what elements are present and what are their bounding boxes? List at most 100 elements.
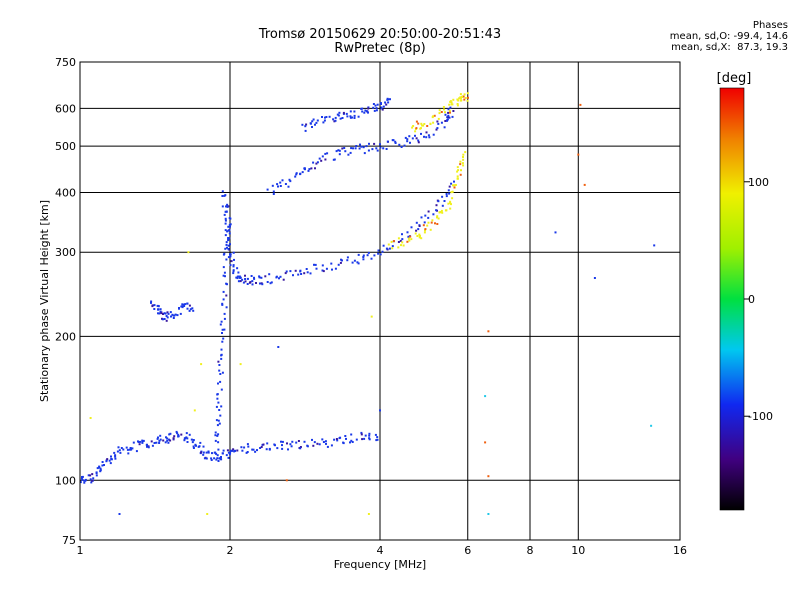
- trace-point: [326, 152, 329, 155]
- trace-point: [363, 152, 366, 155]
- trace-point: [342, 111, 345, 114]
- trace-point: [387, 101, 390, 104]
- trace-point: [311, 438, 313, 441]
- scatter-point: [200, 363, 203, 366]
- trace-point: [387, 243, 390, 246]
- trace-point: [307, 169, 310, 172]
- trace-point: [237, 280, 240, 283]
- trace-point: [252, 448, 255, 451]
- trace-point: [414, 232, 417, 235]
- trace-point: [336, 113, 339, 116]
- trace-point: [429, 228, 432, 231]
- trace-point: [266, 281, 269, 283]
- trace-point: [313, 263, 315, 266]
- trace-point: [463, 93, 466, 96]
- trace-point: [276, 183, 279, 186]
- trace-point: [236, 275, 239, 278]
- trace-point: [220, 388, 223, 391]
- trace-point: [106, 458, 109, 461]
- trace-point: [173, 435, 176, 438]
- trace-point: [346, 115, 349, 118]
- trace-point: [334, 267, 337, 270]
- trace-point: [380, 103, 382, 105]
- trace-point: [219, 373, 222, 375]
- trace-point: [265, 448, 268, 451]
- trace-point: [272, 193, 275, 195]
- trace-point: [451, 191, 454, 193]
- trace-point: [364, 434, 367, 437]
- trace-point: [225, 294, 228, 297]
- trace-point: [306, 271, 309, 274]
- plot-frame: [79, 61, 681, 541]
- trace-point: [374, 104, 377, 107]
- trace-point: [360, 431, 363, 434]
- trace-point: [169, 311, 172, 314]
- trace-point: [110, 455, 112, 458]
- scatter-point: [118, 513, 121, 515]
- trace-point: [224, 210, 227, 213]
- trace-point: [236, 449, 239, 452]
- trace-point: [361, 438, 364, 441]
- trace-point: [360, 145, 363, 148]
- trace-point: [131, 447, 134, 450]
- trace-point: [166, 439, 169, 442]
- stats-o-mode: mean, sd,O: -99.4, 14.6: [669, 31, 788, 42]
- trace-point: [314, 263, 317, 266]
- trace-point: [188, 309, 191, 312]
- trace-point: [299, 446, 302, 448]
- trace-point: [400, 244, 402, 247]
- trace-point: [452, 110, 455, 112]
- trace-point: [315, 162, 318, 165]
- trace-point: [424, 228, 427, 231]
- trace-point: [367, 106, 370, 109]
- trace-point: [459, 96, 462, 99]
- x-axis-ticks: 1 2 4 6 8 10 16: [77, 544, 688, 557]
- trace-point: [220, 357, 223, 360]
- trace-point: [341, 147, 344, 150]
- trace-point: [274, 444, 276, 447]
- trace-point: [235, 276, 238, 279]
- trace-point: [351, 261, 354, 264]
- trace-point: [379, 146, 382, 149]
- trace-point: [139, 440, 142, 443]
- trace-point: [211, 452, 213, 455]
- trace-point: [223, 213, 226, 216]
- trace-point: [191, 307, 194, 310]
- trace-point: [182, 303, 185, 306]
- trace-point: [345, 112, 348, 115]
- trace-point: [390, 240, 393, 243]
- trace-point: [172, 314, 175, 317]
- trace-point: [220, 456, 222, 458]
- trace-point: [247, 445, 250, 448]
- trace-point: [190, 438, 193, 441]
- trace-point: [417, 139, 420, 142]
- trace-point: [379, 143, 381, 146]
- trace-point: [445, 193, 448, 195]
- trace-point: [418, 233, 421, 236]
- trace-point: [202, 453, 205, 456]
- trace-point: [423, 221, 426, 224]
- trace-point: [333, 158, 336, 161]
- trace-point: [240, 446, 243, 449]
- trace-point: [321, 438, 324, 441]
- trace-point: [183, 305, 186, 307]
- trace-point: [157, 305, 160, 307]
- trace-point: [436, 120, 439, 123]
- trace-point: [224, 219, 227, 222]
- trace-point: [349, 115, 352, 118]
- trace-point: [372, 106, 375, 109]
- trace-point: [349, 441, 351, 444]
- trace-point: [220, 348, 223, 351]
- trace-point: [285, 270, 288, 273]
- trace-point: [406, 140, 409, 143]
- trace-point: [431, 219, 434, 222]
- trace-point: [286, 442, 288, 445]
- trace-point: [376, 149, 379, 152]
- trace-point: [462, 158, 465, 161]
- trace-point: [324, 116, 326, 119]
- trace-point: [394, 140, 397, 143]
- scatter-point: [487, 475, 490, 478]
- trace-point: [264, 275, 267, 278]
- trace-point: [437, 117, 440, 120]
- trace-point: [157, 312, 159, 315]
